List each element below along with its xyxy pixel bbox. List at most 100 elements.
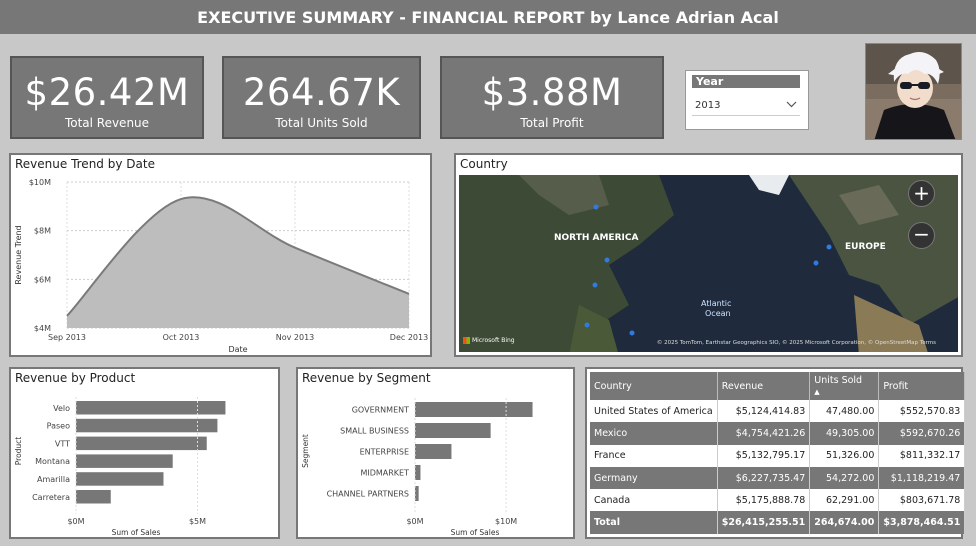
- table-row[interactable]: Mexico $4,754,421.26 49,305.00 $592,670.26: [590, 422, 966, 445]
- table-cell: Germany: [590, 466, 718, 490]
- bar: [415, 423, 491, 438]
- kpi-total-profit[interactable]: $3.88M Total Profit: [440, 56, 664, 139]
- map-label-europe: EUROPE: [845, 242, 886, 252]
- author-avatar: [865, 43, 962, 140]
- kpi-total-revenue[interactable]: $26.42M Total Revenue: [10, 56, 204, 139]
- bar: [415, 444, 452, 459]
- y-tick-label: $6M: [34, 275, 51, 284]
- table-cell: 62,291.00: [809, 489, 880, 512]
- y-axis-label: Segment: [301, 434, 310, 468]
- table-cell: 49,305.00: [809, 422, 880, 445]
- map-label-north-america: NORTH AMERICA: [554, 233, 639, 243]
- table-row[interactable]: France $5,132,795.17 51,326.00 $811,332.17: [590, 444, 966, 467]
- table-cell: $6,227,735.47: [717, 466, 811, 490]
- bar: [76, 401, 226, 415]
- country-map-card: Country NORTH AMERICA EUROPE Atlantic Oc…: [454, 153, 963, 357]
- column-header-profit[interactable]: Profit: [878, 372, 966, 400]
- revenue-by-product-chart: Velo Paseo VTT Montana Amarilla Carretera $0M $…: [14, 397, 226, 537]
- revenue-trend-area: [67, 197, 409, 328]
- bar: [76, 436, 207, 451]
- category-label: Paseo: [47, 422, 70, 431]
- table-cell: $592,670.26: [878, 422, 966, 445]
- plus-icon: +: [913, 181, 930, 205]
- chevron-down-icon: [786, 100, 797, 111]
- x-tick-label: $5M: [189, 517, 206, 526]
- revenue-trend-title: Revenue Trend by Date: [15, 157, 155, 171]
- bar: [76, 490, 111, 504]
- country-map-title: Country: [460, 157, 508, 171]
- bar: [415, 486, 419, 501]
- map-label-ocean: Ocean: [705, 309, 731, 318]
- table-cell: $803,671.78: [878, 489, 966, 512]
- kpi-value: $26.42M: [24, 71, 190, 114]
- y-axis-label: Revenue Trend: [14, 225, 23, 284]
- table-cell: $5,124,414.83: [717, 400, 811, 423]
- y-axis-label: Product: [14, 437, 23, 466]
- table-row[interactable]: United States of America $5,124,414.83 47,…: [590, 400, 966, 423]
- x-tick-label: $0M: [67, 517, 84, 526]
- table-cell: $811,332.17: [878, 444, 966, 467]
- category-label: VTT: [55, 439, 70, 448]
- bar: [415, 465, 421, 480]
- column-header-units-sold[interactable]: Units Sold ▲: [809, 372, 880, 400]
- revenue-trend-line: [66, 196, 410, 317]
- bar: [76, 418, 218, 433]
- table-total-row: Total $26,415,255.51 264,674.00 $3,878,464.…: [590, 511, 966, 534]
- table-cell: $5,175,888.78: [717, 489, 811, 512]
- x-tick-label: Nov 2013: [276, 333, 315, 342]
- map-attribution: © 2025 TomTom, Earthstar Geographics SIO…: [656, 340, 936, 346]
- table-cell: $1,118,219.47: [878, 466, 966, 490]
- table-cell: Mexico: [590, 422, 718, 445]
- product-chart-title: Revenue by Product: [15, 371, 136, 385]
- table-total-cell: Total: [590, 511, 718, 534]
- year-dropdown[interactable]: 2013: [692, 96, 800, 116]
- country-table-card: Country Revenue Units Sold ▲ Profit Unit…: [585, 367, 966, 539]
- revenue-by-segment-chart: GOVERNMENT SMALL BUSINESS ENTERPRISE MIDMAR…: [301, 398, 533, 537]
- kpi-label: Total Profit: [520, 116, 584, 130]
- map-label-atlantic: Atlantic: [701, 299, 732, 308]
- y-tick-label: $10M: [29, 178, 51, 187]
- column-header-revenue[interactable]: Revenue: [717, 372, 811, 400]
- table-row[interactable]: Canada $5,175,888.78 62,291.00 $803,671.78: [590, 489, 966, 512]
- kpi-total-units-sold[interactable]: 264.67K Total Units Sold: [222, 56, 421, 139]
- year-slicer: Year 2013: [685, 70, 809, 130]
- bar: [415, 402, 533, 417]
- table-total-cell: $3,878,464.51: [878, 511, 966, 534]
- column-header-country[interactable]: Country: [590, 372, 718, 400]
- year-selected-value: 2013: [695, 100, 721, 111]
- country-map[interactable]: NORTH AMERICA EUROPE Atlantic Ocean + − …: [459, 175, 958, 352]
- x-tick-label: Sep 2013: [48, 333, 86, 342]
- x-tick-label: Oct 2013: [163, 333, 200, 342]
- bar: [76, 472, 164, 486]
- kpi-label: Total Revenue: [64, 116, 150, 130]
- kpi-label: Total Units Sold: [275, 116, 368, 130]
- table-cell: France: [590, 444, 718, 467]
- category-label: SMALL BUSINESS: [340, 427, 409, 436]
- y-tick-label: $8M: [34, 227, 51, 236]
- table-cell: $552,570.83: [878, 400, 966, 423]
- slicer-title: Year: [692, 75, 800, 88]
- table-cell: $5,132,795.17: [717, 444, 811, 467]
- table-row[interactable]: Germany $6,227,735.47 54,272.00 $1,118,219.…: [590, 466, 966, 490]
- category-label: MIDMARKET: [360, 469, 409, 478]
- zoom-out-button[interactable]: −: [908, 222, 935, 249]
- x-axis-label: Date: [228, 345, 247, 354]
- map-brand: Microsoft Bing: [463, 337, 515, 344]
- revenue-trend-chart: $10M $8M $6M $4M Sep 2013 Oct 2013 Nov 2013 De…: [14, 178, 428, 354]
- table-total-cell: $26,415,255.51: [717, 511, 811, 534]
- x-axis-label: Sum of Sales: [112, 528, 161, 537]
- table-cell: 51,326.00: [809, 444, 880, 467]
- x-axis-label: Sum of Sales: [451, 528, 500, 537]
- table-total-cell: 264,674.00: [809, 511, 880, 534]
- zoom-in-button[interactable]: +: [908, 180, 935, 207]
- revenue-trend-card: Revenue Trend by Date $10M $8M $6M $4M Sep …: [9, 153, 432, 357]
- y-tick-label: $4M: [34, 324, 51, 333]
- sort-ascending-icon: ▲: [814, 388, 820, 396]
- x-tick-label: $10M: [495, 517, 517, 526]
- report-title: EXECUTIVE SUMMARY - FINANCIAL REPORT by …: [197, 7, 779, 27]
- category-label: CHANNEL PARTNERS: [327, 490, 409, 499]
- table-cell: 47,480.00: [809, 400, 880, 423]
- kpi-value: 264.67K: [242, 71, 401, 114]
- category-label: Montana: [35, 457, 70, 466]
- microsoft-logo-icon: [463, 337, 470, 344]
